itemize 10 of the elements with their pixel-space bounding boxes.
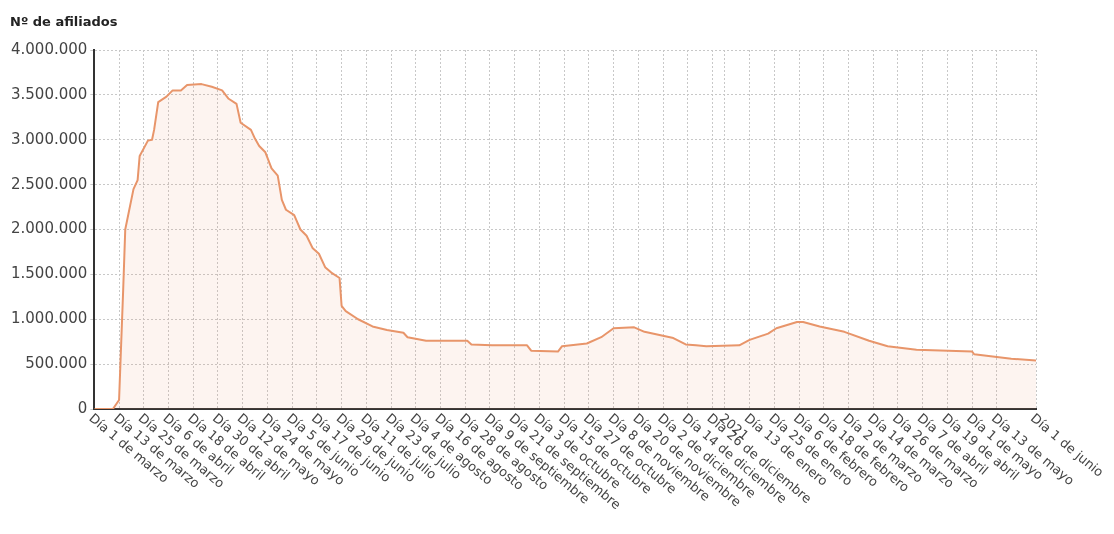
y-tick-label: 2.000.000 <box>11 219 88 238</box>
y-axis-title: Nº de afiliados <box>10 14 118 29</box>
y-tick-label: 4.000.000 <box>11 39 88 58</box>
y-tick-label: 1.000.000 <box>11 309 88 328</box>
y-tick-label: 2.500.000 <box>11 174 88 193</box>
y-tick-label: 500.000 <box>25 354 88 373</box>
y-tick-label: 3.000.000 <box>11 129 88 148</box>
y-tick-label: 1.500.000 <box>11 264 88 283</box>
y-tick-label: 3.500.000 <box>11 84 88 103</box>
y-tick-label: 0 <box>77 398 88 417</box>
